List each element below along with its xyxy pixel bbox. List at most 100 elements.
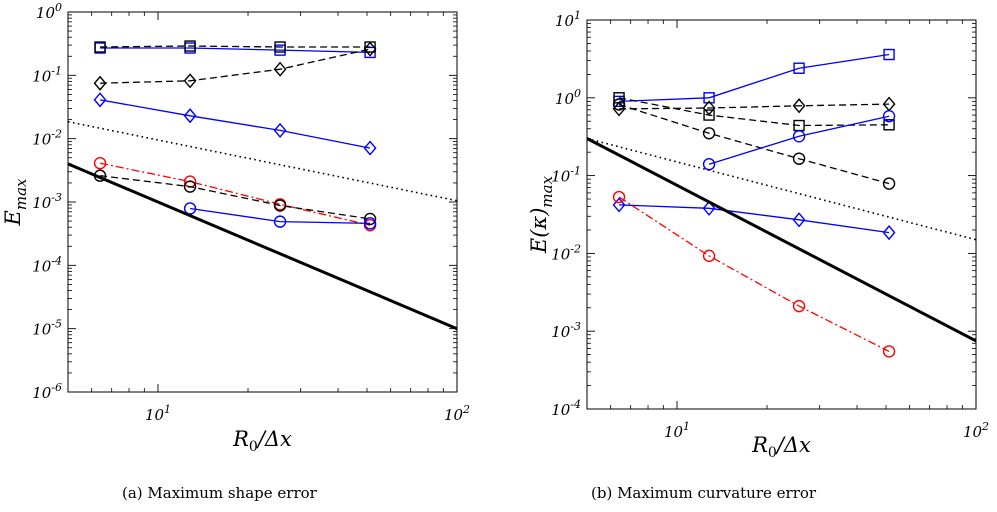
series-line (190, 207, 371, 225)
y-tick-label: 10-4 (32, 254, 62, 275)
series-line (618, 103, 890, 185)
data-point-circle (882, 177, 896, 190)
series-4 (99, 99, 371, 149)
series-line (100, 175, 371, 220)
chart-panel-2: 10-4 10-3 10-2 10-1 100 101 101 102 R0/Δx E(κ)max (527, 9, 989, 461)
y-tick-label: 100 (36, 1, 62, 22)
y-tick-label: 10-5 (32, 318, 62, 339)
plot-frame (67, 11, 458, 393)
data-point-circle (792, 152, 806, 165)
x-tick-label: 101 (145, 403, 171, 424)
series-line (619, 204, 890, 234)
series-2 (100, 45, 371, 48)
data-point-diamond (363, 41, 377, 57)
data-point-diamond (882, 225, 896, 241)
y-axis-label: Emax (1, 178, 30, 227)
caption-a: (a) Maximum shape error (122, 484, 317, 502)
series-markers (612, 98, 896, 190)
data-point-diamond (273, 61, 287, 77)
data-point-diamond (792, 212, 806, 228)
series-1 (100, 47, 371, 54)
data-point-diamond (612, 101, 626, 117)
data-point-diamond (702, 100, 716, 116)
data-point-circle (882, 345, 896, 358)
minor-ticks (68, 12, 457, 392)
data-point-circle (273, 215, 287, 228)
data-point-square (883, 48, 895, 61)
series-line (618, 97, 890, 127)
series-line (619, 103, 890, 110)
series-line (708, 115, 890, 165)
series-6 (100, 175, 371, 220)
plot-frame (586, 19, 977, 410)
data-point-square (793, 62, 805, 74)
data-point-circle (702, 127, 716, 140)
data-point-square (94, 41, 106, 53)
data-point-diamond (702, 200, 716, 216)
y-tick-label: 100 (555, 87, 581, 108)
series-line (619, 53, 890, 103)
reference-line (68, 162, 457, 331)
series-1 (619, 53, 890, 103)
series-7 (190, 207, 371, 225)
series-markers (613, 92, 895, 132)
series-9 (68, 162, 457, 331)
y-tick-label: 10-3 (551, 320, 581, 341)
data-point-square (184, 40, 196, 52)
data-point-diamond (93, 75, 107, 91)
series-line (99, 99, 371, 149)
x-tick-label: 102 (963, 420, 989, 441)
series-markers (613, 48, 895, 108)
series-6 (619, 204, 890, 234)
data-point-circle (273, 199, 287, 212)
data-point-diamond (273, 122, 287, 138)
series-3 (619, 103, 890, 110)
data-point-diamond (792, 98, 806, 114)
data-point-square (883, 119, 895, 131)
x-tick-label: 102 (444, 403, 470, 424)
data-point-circle (363, 212, 377, 226)
y-tick-label: 10-2 (551, 242, 581, 263)
series-4 (618, 103, 890, 185)
series-2 (618, 97, 890, 127)
data-point-square (703, 109, 715, 121)
y-tick-label: 10-1 (32, 64, 62, 85)
data-point-circle (792, 130, 806, 143)
y-tick-label: 10-4 (551, 398, 581, 419)
series-markers (93, 92, 377, 156)
caption-b: (b) Maximum curvature error (591, 484, 817, 502)
series-8 (68, 120, 457, 202)
series-markers (93, 169, 377, 226)
series-line (100, 47, 371, 54)
series-7 (618, 196, 890, 352)
series-markers (612, 190, 896, 358)
data-point-circle (612, 190, 626, 204)
data-point-diamond (93, 92, 107, 108)
data-point-circle (363, 217, 377, 230)
y-tick-label: 10-6 (32, 381, 62, 402)
series-markers (94, 42, 376, 59)
series-line (100, 45, 371, 48)
minor-ticks (587, 20, 976, 409)
data-point-diamond (183, 73, 197, 89)
data-point-circle (612, 98, 626, 111)
x-axis-label: R0/Δx (751, 433, 811, 461)
series-markers (93, 41, 377, 91)
series-markers (612, 197, 896, 241)
series-line (618, 196, 890, 352)
x-axis-label: R0/Δx (232, 427, 292, 455)
series-3 (100, 48, 371, 84)
data-point-diamond (183, 108, 197, 124)
series-markers (702, 110, 896, 171)
chart-panel-1: 10-6 10-5 10-4 10-3 10-2 10-1 100 101 102 R0/Δx Em… (1, 1, 470, 455)
y-tick-label: 10-2 (32, 128, 62, 149)
data-point-circle (882, 110, 896, 123)
y-axis-label: E(κ)max (527, 175, 556, 254)
series-8 (587, 137, 976, 241)
data-point-square (274, 41, 286, 53)
series-5 (708, 115, 890, 165)
data-point-diamond (612, 197, 626, 213)
y-tick-label: 10-3 (32, 191, 62, 212)
data-point-circle (183, 180, 197, 193)
